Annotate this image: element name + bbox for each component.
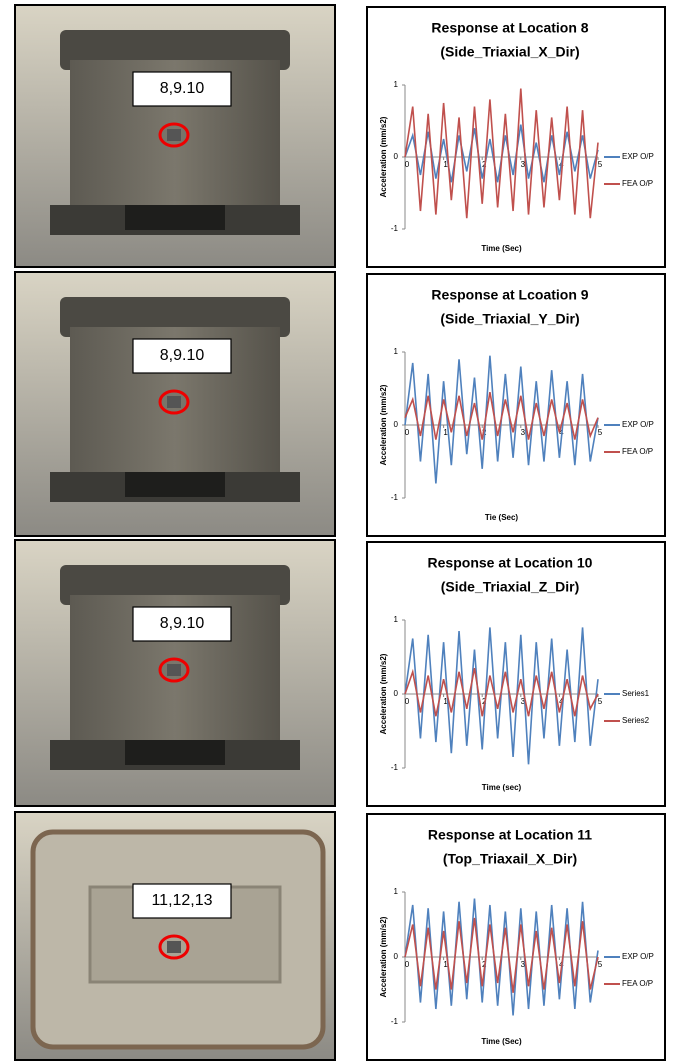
x-axis-label: Time (Sec) <box>481 1037 522 1046</box>
y-tick-label: 0 <box>394 952 399 961</box>
x-tick-label: 1 <box>443 960 448 969</box>
sensor <box>167 129 181 141</box>
y-tick-label: 0 <box>394 152 399 161</box>
label-box <box>132 606 232 642</box>
x-tick-label: 0 <box>405 697 410 706</box>
chart-subtitle: (Side_Triaxial_X_Dir) <box>440 44 579 60</box>
chart-frame <box>366 541 666 807</box>
y-tick-label: 1 <box>394 80 399 89</box>
legend-label: FEA O/P <box>622 447 653 456</box>
x-tick-label: 0 <box>405 960 410 969</box>
chart-subtitle: (Side_Triaxial_Z_Dir) <box>441 579 580 595</box>
series-line <box>404 667 599 717</box>
y-tick-label: 1 <box>394 887 399 896</box>
x-tick-label: 3 <box>521 960 526 969</box>
cask-opening <box>125 472 225 497</box>
x-tick-label: 0 <box>405 428 410 437</box>
chart-title: Response at Location 10 <box>428 555 593 571</box>
sensor <box>167 941 181 953</box>
x-tick-label: 5 <box>598 697 603 706</box>
x-axis-label: Time (Sec) <box>481 244 522 253</box>
sensor-marker <box>158 657 190 683</box>
y-axis-label: Acceleration (mm/s2) <box>379 916 388 997</box>
x-axis-label: Tie (Sec) <box>485 513 519 522</box>
photo-label: 8,9.10 <box>160 615 205 632</box>
x-tick-label: 5 <box>598 160 603 169</box>
x-tick-label: 1 <box>443 428 448 437</box>
y-tick-label: 0 <box>394 420 399 429</box>
cask-opening <box>125 205 225 230</box>
legend-label: EXP O/P <box>622 152 654 161</box>
x-tick-label: 1 <box>443 160 448 169</box>
sensor <box>167 396 181 408</box>
legend-label: FEA O/P <box>622 979 653 988</box>
chart-frame <box>366 6 666 268</box>
y-tick-label: -1 <box>391 763 399 772</box>
label-box <box>132 338 232 374</box>
x-tick-label: 3 <box>521 697 526 706</box>
photo-label: 8,9.10 <box>160 80 205 97</box>
chart-frame <box>366 813 666 1061</box>
photo-label: 11,12,13 <box>151 892 212 909</box>
y-axis-label: Acceleration (mm/s2) <box>379 116 388 197</box>
chart-title: Response at Lcoation 9 <box>431 287 588 303</box>
x-tick-label: 3 <box>521 428 526 437</box>
legend-label: Series2 <box>622 716 650 725</box>
chart-subtitle: (Top_Triaxail_X_Dir) <box>443 851 577 867</box>
y-tick-label: 1 <box>394 615 399 624</box>
chart-title: Response at Location 11 <box>428 827 592 843</box>
legend-label: EXP O/P <box>622 952 654 961</box>
x-tick-label: 1 <box>443 697 448 706</box>
x-axis-label: Time (sec) <box>482 783 522 792</box>
y-tick-label: -1 <box>391 493 399 502</box>
series-line <box>404 88 599 219</box>
x-tick-label: 3 <box>521 160 526 169</box>
y-axis-label: Acceleration (mm/s2) <box>379 653 388 734</box>
legend-label: Series1 <box>622 689 650 698</box>
chart-title: Response at Location 8 <box>431 20 588 36</box>
y-tick-label: -1 <box>391 1017 399 1026</box>
chart-subtitle: (Side_Triaxial_Y_Dir) <box>440 311 579 327</box>
cask-opening <box>125 740 225 765</box>
label-box <box>132 71 232 107</box>
sensor-marker <box>158 122 190 148</box>
legend-label: EXP O/P <box>622 420 654 429</box>
x-tick-label: 5 <box>598 428 603 437</box>
label-box <box>132 883 232 919</box>
y-tick-label: 0 <box>394 689 399 698</box>
series-line <box>404 917 599 993</box>
sensor-marker <box>158 389 190 415</box>
legend-label: FEA O/P <box>622 179 653 188</box>
x-tick-label: 0 <box>405 160 410 169</box>
y-tick-label: -1 <box>391 224 399 233</box>
y-tick-label: 1 <box>394 347 399 356</box>
y-axis-label: Acceleration (mm/s2) <box>379 384 388 465</box>
photo-label: 8,9.10 <box>160 347 205 364</box>
series-line <box>404 392 599 440</box>
sensor-marker <box>158 934 190 960</box>
x-tick-label: 5 <box>598 960 603 969</box>
sensor <box>167 664 181 676</box>
